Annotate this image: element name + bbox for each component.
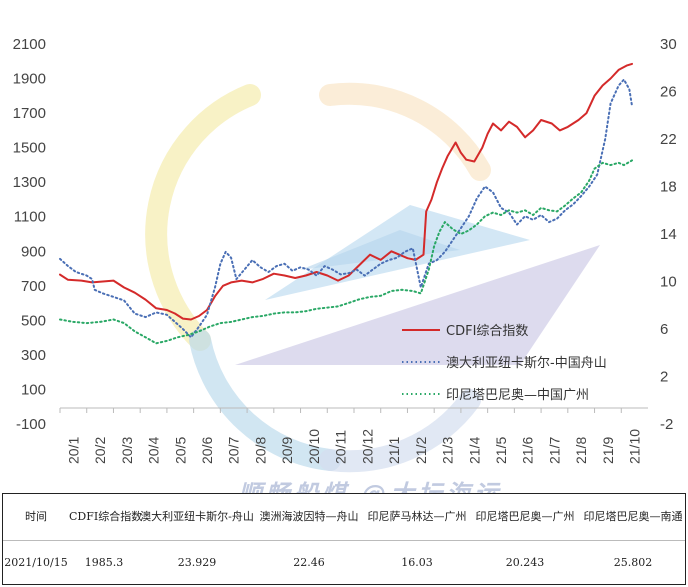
table-value-cell: 23.929 — [177, 556, 217, 569]
table-header-cell: 印尼塔巴尼奥—南通 — [583, 510, 683, 523]
x-tick-label: 20/1 — [65, 437, 81, 464]
y-left-tick-label: -100 — [16, 416, 46, 433]
table-value-cell: 22.46 — [293, 556, 325, 569]
y-right-tick-label: 26 — [660, 84, 677, 101]
x-tick-label: 20/3 — [119, 437, 135, 464]
y-axis-right: 30 26 22 18 14 10 6 2 -2 — [660, 36, 677, 433]
y-right-tick-label: 14 — [660, 226, 677, 243]
y-right-tick-label: 2 — [660, 369, 668, 386]
table-value-cell: 16.03 — [401, 556, 433, 569]
x-tick-label: 20/6 — [199, 437, 215, 464]
y-left-tick-label: 1100 — [14, 209, 46, 226]
y-left-tick-label: 1300 — [13, 174, 46, 191]
y-right-tick-label: 30 — [660, 36, 677, 53]
y-right-tick-label: 22 — [660, 131, 677, 148]
legend-label: CDFI综合指数 — [446, 324, 528, 339]
x-tick-label: 21/3 — [440, 437, 456, 464]
data-table: 时间 CDFI综合指数 澳大利亚纽卡斯尔-舟山 澳洲海波因特—舟山 印尼萨马林达… — [2, 493, 686, 585]
x-tick-label: 20/8 — [252, 437, 268, 464]
x-tick-label: 21/8 — [573, 437, 589, 464]
y-right-tick-label: -2 — [660, 416, 673, 433]
y-left-tick-label: 1700 — [13, 105, 46, 122]
x-tick-label: 21/1 — [386, 437, 402, 464]
table-header-cell: 澳大利亚纽卡斯尔-舟山 — [140, 510, 254, 523]
y-right-tick-label: 6 — [660, 321, 668, 338]
chart-area: 2100 1900 1700 1500 1300 1100 900 700 500 300 100 -… — [13, 36, 677, 493]
x-tick-label: 20/9 — [279, 437, 295, 464]
x-tick-label: 21/4 — [466, 437, 482, 464]
y-right-tick-label: 18 — [660, 179, 677, 196]
x-axis: 20/1 20/2 20/3 20/4 20/5 20/6 20/7 20/8 20/9 20/1… — [59, 407, 648, 464]
watermark-text: 顺畅船煤 @大坛海运 — [237, 480, 502, 493]
y-left-tick-label: 100 — [21, 381, 46, 398]
x-tick-label: 20/5 — [172, 437, 188, 464]
legend-label: 印尼塔巴尼奥—中国广州 — [446, 388, 589, 403]
table-value-cell: 1985.3 — [84, 556, 124, 569]
y-right-tick-label: 10 — [660, 274, 677, 291]
x-tick-label: 21/7 — [546, 437, 562, 464]
x-tick-label: 20/7 — [226, 437, 242, 464]
y-axis-left: 2100 1900 1700 1500 1300 1100 900 700 500 300 100 -… — [13, 36, 46, 433]
x-tick-label: 20/12 — [359, 429, 375, 464]
series-line — [59, 78, 633, 339]
x-tick-label: 20/11 — [333, 430, 349, 464]
y-left-tick-label: 700 — [21, 278, 46, 295]
legend-label: 澳大利亚纽卡斯尔-中国舟山 — [446, 355, 607, 371]
table-header-cell: 印尼萨马林达—广州 — [367, 510, 467, 523]
table-header-cell: 印尼塔巴尼奥—广州 — [475, 510, 575, 523]
series-line — [59, 62, 633, 321]
x-tick-label: 20/4 — [146, 437, 162, 464]
y-left-tick-label: 2100 — [13, 36, 46, 53]
y-left-tick-label: 300 — [21, 347, 46, 364]
y-left-tick-label: 1500 — [13, 140, 46, 157]
x-tick-label: 21/2 — [413, 437, 429, 464]
table-header-cell: CDFI综合指数 — [69, 510, 143, 523]
x-tick-label: 21/10 — [627, 429, 643, 464]
x-tick-label: 21/5 — [493, 437, 509, 464]
y-left-tick-label: 500 — [21, 312, 46, 329]
table-header-row: 时间 CDFI综合指数 澳大利亚纽卡斯尔-舟山 澳洲海波因特—舟山 印尼萨马林达… — [3, 494, 685, 541]
x-tick-label: 21/6 — [520, 437, 536, 464]
table-value-cell: 20.243 — [505, 556, 545, 569]
table-header-cell: 时间 — [25, 510, 47, 523]
y-left-tick-label: 900 — [21, 243, 46, 260]
background-logo — [145, 82, 600, 473]
x-tick-label: 20/2 — [92, 437, 108, 464]
x-tick-label: 20/10 — [306, 429, 322, 464]
table-header-cell: 澳洲海波因特—舟山 — [259, 510, 359, 523]
table-value-cell: 25.802 — [613, 556, 653, 569]
table-value-cell: 2021/10/15 — [4, 556, 68, 569]
series-line — [59, 159, 633, 345]
table-value-row: 2021/10/15 1985.3 23.929 22.46 16.03 20.… — [3, 540, 685, 586]
x-tick-label: 21/9 — [600, 437, 616, 464]
series-lines — [59, 62, 633, 345]
y-left-tick-label: 1900 — [13, 71, 46, 88]
